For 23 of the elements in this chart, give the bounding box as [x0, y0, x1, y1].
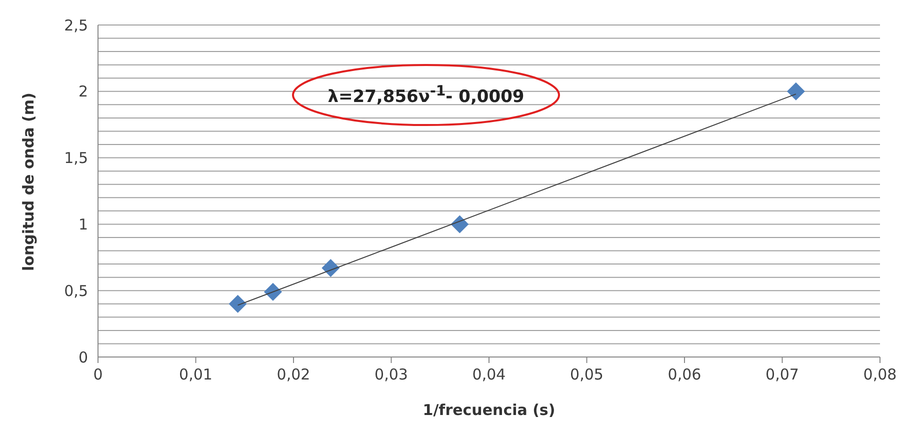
y-tick-label: 1,5	[64, 149, 88, 168]
y-tick-label: 2	[78, 82, 88, 101]
point	[322, 259, 340, 278]
y-tick-label: 1	[78, 216, 88, 234]
y-tick-label: 0	[78, 348, 88, 366]
y-axis-title: longitud de onda (m)	[19, 92, 38, 271]
x-tick-label: 0,06	[668, 366, 702, 384]
x-tick-label: 0,02	[276, 366, 310, 384]
x-tick-label: 0	[93, 366, 103, 384]
y-tick-label: 2,5	[64, 16, 88, 34]
point	[264, 282, 282, 301]
point	[450, 215, 469, 234]
y-tick-label: 0,5	[64, 282, 88, 300]
point	[228, 294, 247, 313]
annotation: λ=27,856ν$^{-1}$- 0,0009	[328, 83, 524, 107]
point	[786, 82, 805, 100]
x-tick-label: 0,03	[374, 366, 408, 384]
x-axis-title: 1/frecuencia (s)	[422, 401, 556, 419]
x-tick-label: 0,08	[863, 366, 897, 384]
x-tick-label: 0,01	[179, 366, 212, 384]
x-tick-label: 0,05	[570, 366, 604, 384]
x-tick-label: 0,04	[472, 366, 506, 384]
x-tick-label: 0,07	[766, 366, 799, 384]
